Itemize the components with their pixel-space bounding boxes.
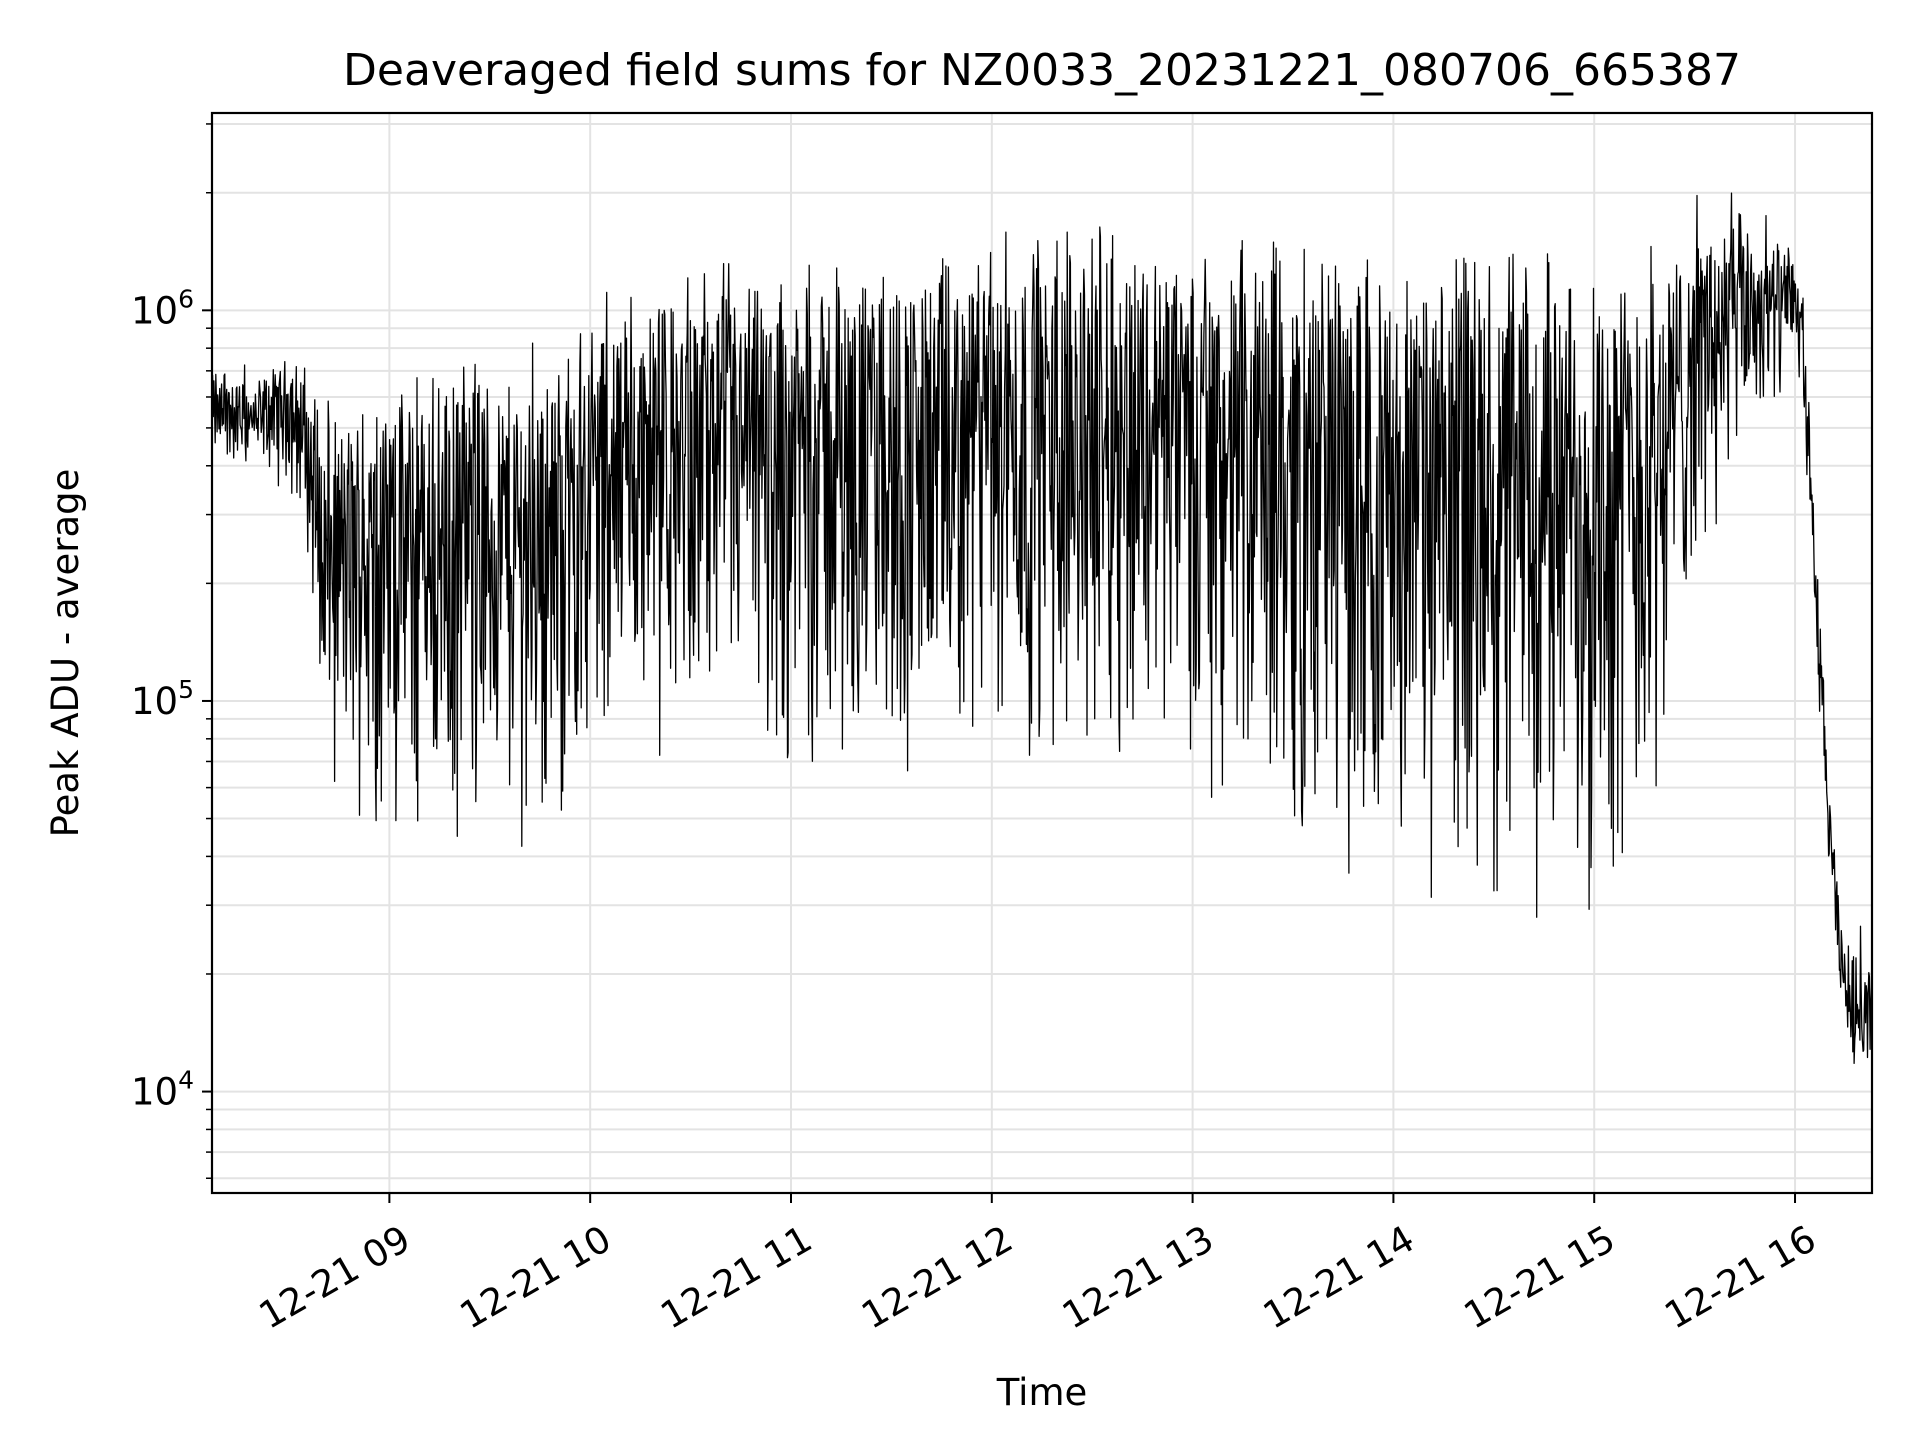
chart-title: Deaveraged field sums for NZ0033_2023122… bbox=[343, 45, 1741, 96]
y-tick-label: 106 bbox=[131, 284, 194, 332]
x-axis-label: Time bbox=[996, 1371, 1088, 1414]
y-tick-label: 105 bbox=[131, 675, 194, 723]
y-axis-label: Peak ADU - average bbox=[44, 469, 87, 838]
plot-frame bbox=[210, 111, 1874, 1195]
y-tick-label: 104 bbox=[131, 1066, 194, 1114]
data-series-line bbox=[211, 192, 1873, 1065]
series-layer bbox=[211, 192, 1873, 1065]
